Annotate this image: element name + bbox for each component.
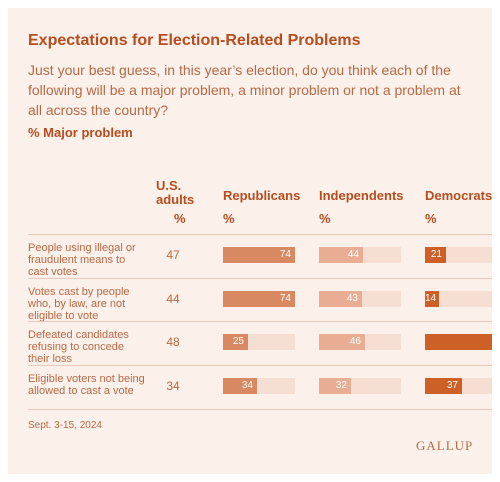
- chart-subtitle: % Major problem: [28, 125, 133, 140]
- gallup-logo: GALLUP: [416, 438, 474, 453]
- row-label: Votes cast by people who, by law, are no…: [28, 286, 130, 322]
- row-divider: [28, 409, 492, 410]
- bar-independents: 43: [319, 291, 362, 307]
- bar-republicans: 74: [223, 247, 295, 263]
- bar-democrats: 14: [425, 291, 439, 307]
- bar-track-independents: 44: [319, 247, 401, 263]
- chart-title: Expectations for Election-Related Proble…: [28, 32, 361, 49]
- us-adults-value: 44: [166, 292, 180, 306]
- row-label: Eligible voters not being allowed to cas…: [28, 373, 145, 397]
- bar-democrats: 37: [425, 378, 462, 394]
- bar-republicans: 74: [223, 291, 295, 307]
- bar-democrats: 21: [425, 247, 446, 263]
- row-divider: [28, 234, 492, 235]
- bar-track-democrats: 14: [425, 291, 492, 307]
- row-label: People using illegal or fraudulent means…: [28, 242, 136, 278]
- us-adults-value: 34: [166, 379, 180, 393]
- unit-us-adults: %: [174, 211, 186, 226]
- bar-track-democrats: [425, 334, 492, 350]
- bar-track-republicans: 25: [223, 334, 295, 350]
- us-adults-value: 47: [166, 248, 180, 262]
- unit-independents: %: [319, 211, 331, 226]
- row-divider: [28, 365, 492, 366]
- bar-independents: 32: [319, 378, 351, 394]
- column-header-republicans: Republicans: [223, 188, 301, 203]
- bar-independents: 44: [319, 247, 363, 263]
- row-divider: [28, 321, 492, 322]
- chart-card: Expectations for Election-Related Proble…: [8, 8, 492, 474]
- us-adults-value: 48: [166, 335, 180, 349]
- bar-track-democrats: 21: [425, 247, 492, 263]
- column-header-independents: Independents: [319, 188, 404, 203]
- bar-independents: 46: [319, 334, 365, 350]
- bar-democrats: [425, 334, 492, 350]
- survey-question: Just your best guess, in this year’s ele…: [28, 62, 461, 118]
- unit-democrats: %: [425, 211, 437, 226]
- bar-track-independents: 32: [319, 378, 401, 394]
- row-divider: [28, 278, 492, 279]
- bar-track-democrats: 37: [425, 378, 492, 394]
- bar-track-independents: 43: [319, 291, 401, 307]
- bar-track-republicans: 74: [223, 247, 295, 263]
- unit-republicans: %: [223, 211, 235, 226]
- bar-track-republicans: 74: [223, 291, 295, 307]
- survey-date: Sept. 3-15, 2024: [28, 420, 102, 431]
- bar-track-independents: 46: [319, 334, 401, 350]
- row-label: Defeated candidates refusing to concede …: [28, 329, 129, 365]
- bar-track-republicans: 34: [223, 378, 295, 394]
- column-header-us-adults: U.S. adults: [156, 178, 195, 207]
- column-header-democrats: Democrats: [425, 188, 492, 203]
- bar-republicans: 25: [223, 334, 248, 350]
- bar-republicans: 34: [223, 378, 257, 394]
